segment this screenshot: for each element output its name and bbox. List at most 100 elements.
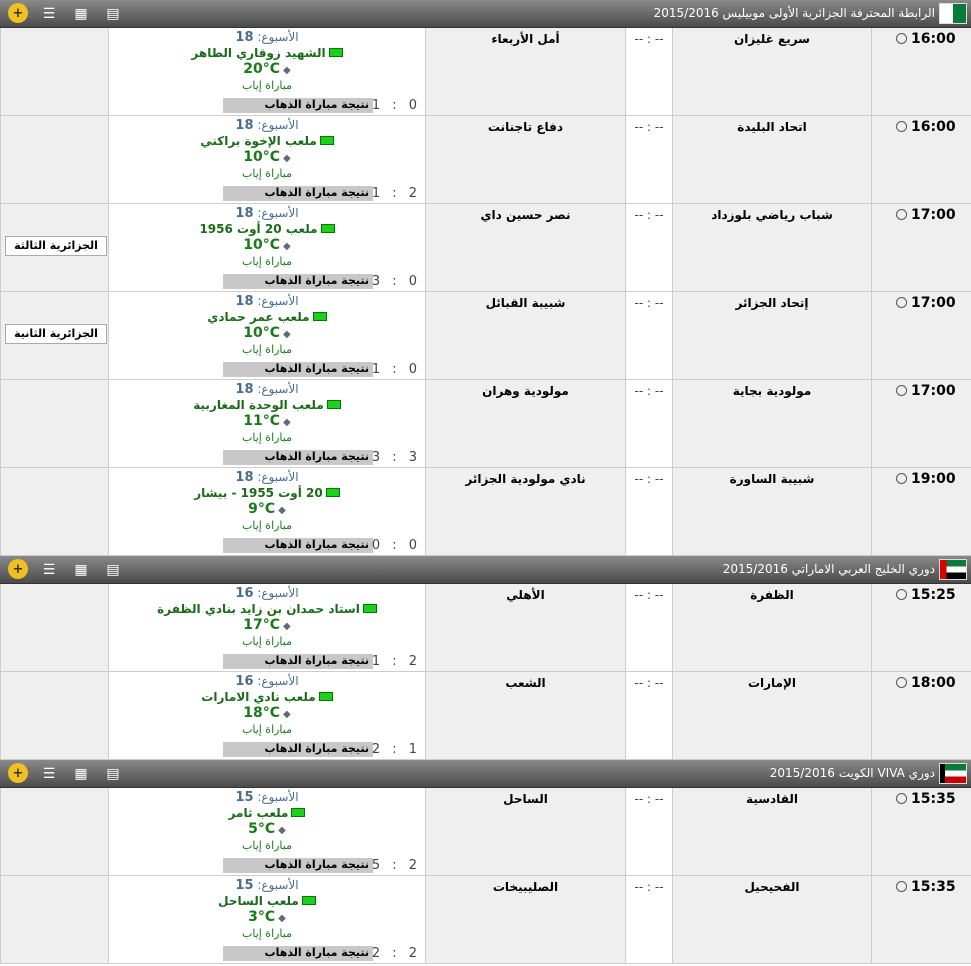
tag-cell (0, 28, 108, 115)
week-number: 16 (235, 586, 254, 601)
away-team[interactable]: الصليبيخات (425, 876, 625, 963)
match-row[interactable]: الأسبوع: 18 ملعب الإخوة براكني 10°C ◆ مبا… (0, 116, 971, 204)
week-label: الأسبوع: (257, 382, 299, 396)
table-icon[interactable]: ▤ (106, 6, 120, 22)
match-row[interactable]: الأسبوع: 18 20 أوت 1955 - بيشار 9°C ◆ مبا… (0, 468, 971, 556)
clear-night-icon: ◆ (283, 621, 291, 632)
league-title[interactable]: دوري الخليج العربي الاماراتي 2015/2016 (722, 562, 935, 576)
clock-icon (896, 473, 907, 484)
week-number: 18 (235, 294, 254, 309)
league-title[interactable]: دوري VIVA الكويت 2015/2016 (769, 766, 935, 780)
week-label: الأسبوع: (257, 294, 299, 308)
away-team[interactable]: مولودية وهران (425, 380, 625, 467)
match-info: الأسبوع: 15 ملعب الساحل 3°C ◆ مباراة إياب… (108, 876, 425, 963)
clear-night-icon: ◆ (283, 65, 291, 76)
first-leg-score: 0 : 0 (371, 538, 421, 553)
temperature: 10°C (243, 325, 281, 341)
first-leg-label: نتيجة مباراة الذهاب (223, 274, 373, 289)
pitch-icon (362, 604, 377, 613)
league-title[interactable]: الرابطة المحترفة الجزائرية الأولى موبيلي… (653, 6, 935, 20)
match-row[interactable]: الأسبوع: 15 ملعب ثامر 5°C ◆ مباراة إياب ن… (0, 788, 971, 876)
week-label: الأسبوع: (257, 790, 299, 804)
table-icon[interactable]: ▤ (106, 766, 120, 782)
home-team[interactable]: اتحاد البليدة (672, 116, 871, 203)
tag-cell (0, 116, 108, 203)
league-tag-button[interactable]: الجزائرية الثانية (5, 324, 107, 344)
away-team[interactable]: أمل الأربعاء (425, 28, 625, 115)
away-team[interactable]: الشعب (425, 672, 625, 759)
home-team[interactable]: شبيبة الساورة (672, 468, 871, 555)
week-label: الأسبوع: (257, 674, 299, 688)
table-icon[interactable]: ▤ (106, 562, 120, 578)
home-team[interactable]: الفحيحيل (672, 876, 871, 963)
match-row[interactable]: الأسبوع: 18 ملعب الوحدة المغاربية 11°C ◆ … (0, 380, 971, 468)
league-header: + ☰ ▦ ▤ دوري VIVA الكويت 2015/2016 (0, 760, 971, 788)
home-team[interactable]: إتحاد الجزائر (672, 292, 871, 379)
clock-icon (896, 385, 907, 396)
add-icon[interactable]: + (8, 559, 28, 579)
match-score: -- : -- (625, 380, 672, 467)
clock-icon (896, 881, 907, 892)
away-team[interactable]: الساحل (425, 788, 625, 875)
match-row[interactable]: الأسبوع: 16 ملعب نادي الامارات 18°C ◆ مبا… (0, 672, 971, 760)
add-icon[interactable]: + (8, 763, 28, 783)
pitch-icon (325, 488, 340, 497)
home-team[interactable]: الظفرة (672, 584, 871, 671)
week-number: 18 (235, 30, 254, 45)
kickoff-time: 16:00 (911, 119, 956, 135)
tag-cell (0, 468, 108, 555)
pitch-icon (326, 400, 341, 409)
clock-icon (896, 297, 907, 308)
home-team[interactable]: سريع غليزان (672, 28, 871, 115)
first-leg-score: 1 : 0 (371, 98, 421, 113)
ranking-list-icon[interactable]: ☰ (42, 6, 56, 22)
away-team[interactable]: الأهلي (425, 584, 625, 671)
uae-flag-icon (939, 559, 967, 580)
tag-cell (0, 380, 108, 467)
away-team[interactable]: نصر حسين داي (425, 204, 625, 291)
temperature: 10°C (243, 237, 281, 253)
match-row[interactable]: الجزائرية الثانية الأسبوع: 18 ملعب عمر ح… (0, 292, 971, 380)
away-team[interactable]: نادي مولودية الجزائر (425, 468, 625, 555)
ranking-list-icon[interactable]: ☰ (42, 562, 56, 578)
cloud-rain-icon: ◆ (283, 241, 291, 252)
match-row[interactable]: الأسبوع: 18 الشهيد زوقاري الطاهر 20°C ◆ م… (0, 28, 971, 116)
clock-icon (896, 793, 907, 804)
clock-icon (896, 33, 907, 44)
clear-night-icon: ◆ (278, 913, 286, 924)
add-icon[interactable]: + (8, 3, 28, 23)
calendar-check-icon[interactable]: ▦ (74, 562, 88, 578)
kickoff-time: 17:00 (911, 295, 956, 311)
week-label: الأسبوع: (257, 118, 299, 132)
home-team[interactable]: الإمارات (672, 672, 871, 759)
temperature: 3°C (248, 909, 276, 925)
calendar-check-icon[interactable]: ▦ (74, 6, 88, 22)
first-leg-label: نتيجة مباراة الذهاب (223, 98, 373, 113)
stadium: ملعب ثامر (228, 806, 289, 820)
match-row[interactable]: الجزائرية الثالثة الأسبوع: 18 ملعب 20 أو… (0, 204, 971, 292)
leg-label: مباراة إياب (241, 255, 292, 268)
tag-cell: الجزائرية الثانية (0, 292, 108, 379)
away-team[interactable]: دفاع تاجنانت (425, 116, 625, 203)
match-row[interactable]: الأسبوع: 16 استاد حمدان بن زايد بنادي ال… (0, 584, 971, 672)
first-leg-label: نتيجة مباراة الذهاب (223, 946, 373, 961)
match-row[interactable]: الأسبوع: 15 ملعب الساحل 3°C ◆ مباراة إياب… (0, 876, 971, 964)
clear-night-icon: ◆ (278, 505, 286, 516)
home-team[interactable]: مولودية بجاية (672, 380, 871, 467)
leg-label: مباراة إياب (241, 167, 292, 180)
home-team[interactable]: القادسية (672, 788, 871, 875)
temperature: 17°C (243, 617, 281, 633)
kickoff-time: 15:25 (911, 587, 956, 603)
ranking-list-icon[interactable]: ☰ (42, 766, 56, 782)
pitch-icon (301, 896, 316, 905)
league-tag-button[interactable]: الجزائرية الثالثة (5, 236, 107, 256)
match-info: الأسبوع: 18 الشهيد زوقاري الطاهر 20°C ◆ م… (108, 28, 425, 115)
away-team[interactable]: شبيبة القبائل (425, 292, 625, 379)
match-score: -- : -- (625, 584, 672, 671)
clock-icon (896, 209, 907, 220)
first-leg-label: نتيجة مباراة الذهاب (223, 186, 373, 201)
stadium: ملعب نادي الامارات (201, 690, 316, 704)
home-team[interactable]: شباب رياضي بلوزداد (672, 204, 871, 291)
calendar-check-icon[interactable]: ▦ (74, 766, 88, 782)
first-leg-score: 5 : 2 (371, 858, 421, 873)
